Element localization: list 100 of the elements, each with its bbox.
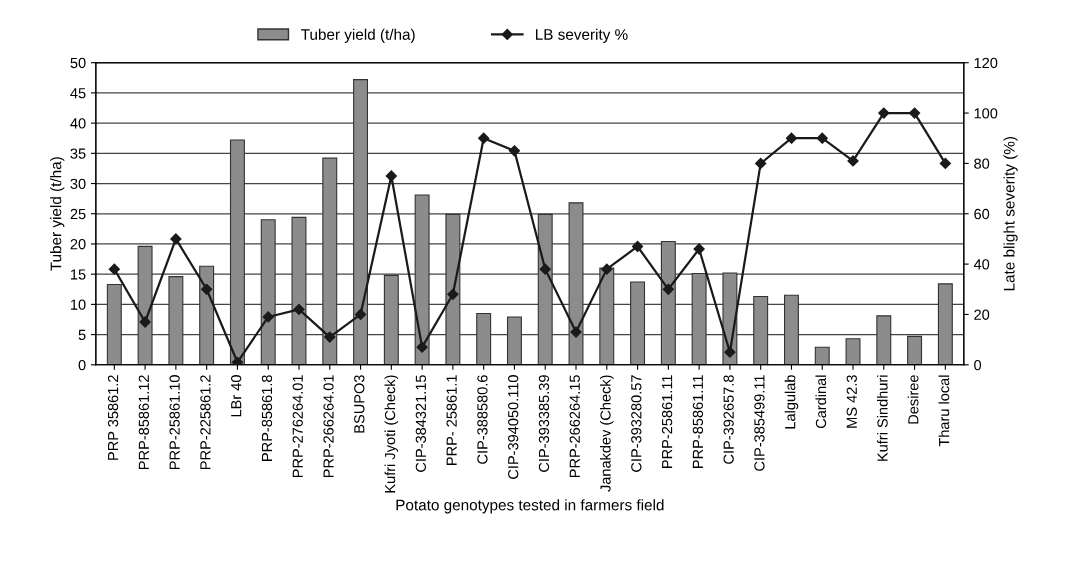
bar bbox=[845, 338, 861, 365]
x-tick-label: PRP-85861.8 bbox=[261, 375, 273, 461]
x-tick-label: Cardinal bbox=[815, 375, 827, 429]
x-tick-label: Janakdev (Check) bbox=[599, 375, 614, 492]
x-tick-label: PRP-85861.12 bbox=[138, 375, 150, 469]
y2-tick-label: 40 bbox=[973, 259, 990, 270]
bar bbox=[322, 157, 338, 365]
y-tick-label: 45 bbox=[70, 88, 86, 99]
y2-tick-label: 120 bbox=[974, 57, 998, 69]
point bbox=[601, 263, 613, 275]
y-tick-label: 30 bbox=[70, 178, 86, 189]
point bbox=[878, 107, 890, 119]
x-tick-label: PRP 35861.2 bbox=[107, 375, 119, 460]
x-tick-label: BSUPO3 bbox=[354, 375, 365, 433]
bar bbox=[291, 216, 307, 365]
x-tick-label: CIP-392657.8 bbox=[723, 375, 734, 464]
bar bbox=[168, 276, 184, 365]
x-tick-label: CIP-393280.57 bbox=[631, 375, 642, 472]
point bbox=[816, 132, 828, 144]
point bbox=[262, 311, 274, 323]
x-tick-label: PRP-266264.01 bbox=[323, 375, 334, 478]
point bbox=[939, 157, 951, 170]
y-tick-label: 20 bbox=[70, 239, 86, 250]
y-tick-label: 5 bbox=[78, 329, 86, 341]
point bbox=[201, 283, 213, 295]
point bbox=[693, 243, 705, 255]
x-tick-label: CIP-385499.11 bbox=[754, 375, 765, 471]
point bbox=[755, 157, 767, 170]
bar bbox=[691, 273, 707, 365]
point bbox=[539, 263, 551, 275]
bar bbox=[630, 281, 646, 365]
y-tick-label: 10 bbox=[71, 299, 86, 310]
point bbox=[724, 346, 736, 358]
bar bbox=[383, 274, 399, 365]
point bbox=[385, 170, 397, 182]
x-tick-label: CIP-393385.39 bbox=[538, 375, 550, 472]
y-tick-label: 35 bbox=[70, 148, 86, 159]
bar bbox=[568, 202, 584, 365]
y2-axis-title: Late blight severity (%) bbox=[1003, 137, 1018, 291]
point bbox=[508, 145, 521, 157]
y-tick-label: 25 bbox=[70, 208, 86, 220]
bar bbox=[783, 294, 799, 365]
x-tick-label: CIP-394050.110 bbox=[508, 375, 519, 479]
bar bbox=[506, 316, 522, 365]
x-tick-label: PRP-276264.01 bbox=[292, 375, 303, 478]
bar bbox=[137, 245, 153, 365]
bar bbox=[876, 315, 892, 365]
point bbox=[662, 283, 674, 295]
x-tick-label: CIP-388580.6 bbox=[477, 375, 488, 464]
bar bbox=[660, 240, 676, 365]
point bbox=[293, 303, 305, 316]
bar bbox=[353, 79, 369, 365]
y-tick-label: 0 bbox=[78, 359, 86, 371]
x-tick-label: PRP- 25861.1 bbox=[446, 375, 457, 465]
bar bbox=[445, 213, 461, 365]
x-tick-label: PRP-225861.2 bbox=[200, 375, 211, 469]
y2-tick-label: 20 bbox=[974, 309, 990, 320]
x-axis-title: Potato genotypes tested in farmers field bbox=[396, 499, 664, 514]
point bbox=[416, 341, 428, 353]
x-tick-label: Desiree bbox=[907, 375, 919, 424]
bar bbox=[106, 283, 122, 365]
point bbox=[170, 233, 182, 245]
bar bbox=[537, 213, 553, 365]
x-tick-label: MS 42.3 bbox=[846, 375, 857, 428]
bar bbox=[414, 194, 430, 365]
bar bbox=[476, 312, 492, 365]
bar bbox=[229, 139, 245, 365]
x-tick-label: PRP-25861.10 bbox=[169, 375, 180, 469]
point bbox=[631, 240, 644, 253]
point bbox=[108, 263, 120, 275]
point bbox=[354, 308, 367, 321]
y2-tick-label: 60 bbox=[974, 208, 990, 220]
x-tick-label: Kufri Sindhuri bbox=[877, 375, 888, 461]
y-axis-title: Tuber yield (t/ha) bbox=[50, 157, 65, 271]
bar bbox=[814, 346, 830, 365]
point bbox=[478, 132, 490, 144]
bar bbox=[260, 219, 276, 365]
point bbox=[785, 132, 798, 144]
bar bbox=[937, 283, 953, 365]
point bbox=[908, 107, 921, 119]
x-tick-label: Tharu local bbox=[938, 375, 950, 447]
y-tick-label: 50 bbox=[70, 57, 86, 69]
x-tick-label: PRP-85861.11 bbox=[692, 375, 704, 468]
point bbox=[847, 155, 859, 167]
bar bbox=[199, 265, 215, 365]
x-tick-label: Lalgulab bbox=[784, 375, 799, 429]
x-tick-label: PRP-25861.11 bbox=[661, 375, 673, 468]
x-tick-label: CIP-384321.15 bbox=[415, 375, 427, 472]
x-tick-label: PRP-266264.15 bbox=[569, 375, 580, 478]
bar bbox=[599, 267, 615, 365]
point bbox=[324, 331, 336, 343]
legend-label: LB severity % bbox=[536, 28, 628, 43]
y2-tick-label: 0 bbox=[974, 359, 982, 371]
y-tick-label: 15 bbox=[71, 269, 86, 280]
x-tick-label: LBr 40 bbox=[231, 375, 242, 417]
x-tick-label: Kufri Jyoti (Check) bbox=[384, 375, 399, 493]
legend-label: Tuber yield (t/ha) bbox=[301, 28, 415, 43]
bar bbox=[907, 335, 923, 365]
y-tick-label: 40 bbox=[70, 118, 86, 129]
bar bbox=[753, 295, 769, 365]
